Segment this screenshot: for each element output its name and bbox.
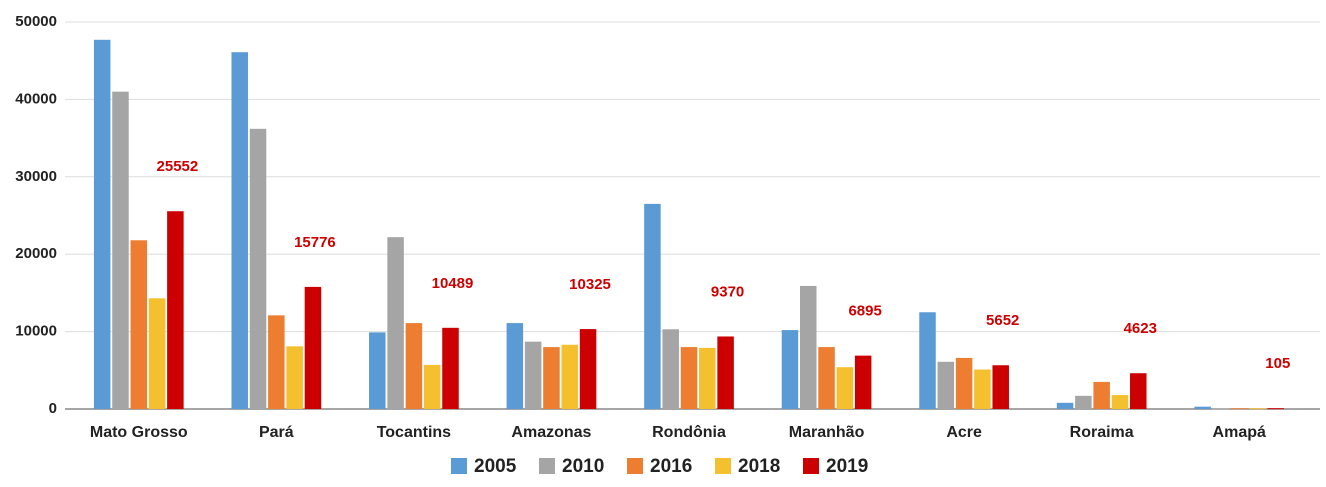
bar (304, 286, 322, 409)
y-tick-label: 40000 (15, 90, 57, 107)
y-tick-label: 50000 (15, 13, 57, 30)
y-tick-label: 30000 (15, 168, 57, 185)
bar (268, 315, 285, 409)
legend-swatch (715, 458, 731, 474)
legend-swatch (451, 458, 467, 474)
x-tick-label: Maranhão (789, 424, 865, 441)
legend-label: 2019 (826, 456, 868, 477)
bar (442, 327, 459, 409)
bar (1093, 381, 1110, 409)
bar (405, 323, 423, 409)
y-tick-label: 10000 (15, 323, 57, 340)
x-tick-label: Amazonas (511, 424, 591, 441)
bar (148, 298, 166, 409)
bar (286, 346, 303, 409)
bar (369, 332, 386, 409)
bar (854, 355, 872, 409)
bar (717, 336, 734, 409)
bar (561, 344, 578, 409)
legend-swatch (539, 458, 555, 474)
bar (992, 365, 1009, 409)
bar (974, 369, 991, 409)
legend-label: 2018 (738, 456, 780, 477)
legend-label: 2010 (562, 456, 604, 477)
bar (543, 347, 560, 409)
bar (662, 329, 679, 409)
bar (93, 39, 111, 409)
bar (800, 285, 817, 409)
legend-label: 2005 (474, 456, 517, 477)
bar (231, 52, 248, 409)
bar (1249, 408, 1266, 410)
bar (112, 91, 129, 409)
bar (955, 357, 973, 409)
legend-swatch (803, 458, 819, 474)
bar (506, 323, 524, 409)
data-label: 4623 (1124, 320, 1157, 337)
data-label: 15776 (294, 234, 336, 251)
bar (836, 367, 854, 409)
x-tick-label: Rondônia (652, 424, 726, 441)
bar (524, 341, 542, 409)
data-label: 25552 (157, 158, 199, 175)
bar (1130, 373, 1147, 409)
legend-label: 2016 (650, 456, 692, 477)
bar (644, 203, 661, 409)
bar (1194, 406, 1211, 409)
bar (818, 347, 835, 409)
data-label: 6895 (848, 303, 881, 320)
bar (249, 128, 267, 409)
bar (919, 312, 936, 409)
bar (937, 361, 955, 409)
bar (1075, 395, 1092, 409)
legend-swatch (627, 458, 643, 474)
bar (1111, 395, 1129, 409)
bar (1230, 408, 1248, 410)
bar (387, 237, 404, 409)
bar (1056, 402, 1074, 409)
bar (680, 347, 698, 409)
x-tick-label: Mato Grosso (90, 424, 188, 441)
bar (699, 347, 716, 409)
y-tick-label: 20000 (15, 245, 57, 262)
bar (423, 364, 441, 409)
data-label: 5652 (986, 312, 1019, 329)
bar (579, 329, 597, 409)
bar (781, 330, 799, 409)
x-tick-label: Roraima (1070, 424, 1134, 441)
data-label: 10325 (569, 276, 611, 293)
x-tick-label: Amapá (1213, 424, 1266, 441)
x-tick-label: Acre (946, 424, 982, 441)
data-label: 9370 (711, 283, 744, 300)
x-tick-label: Tocantins (377, 424, 451, 441)
x-tick-label: Pará (259, 424, 294, 441)
bar (1212, 408, 1230, 410)
bar (1267, 408, 1285, 410)
data-label: 105 (1265, 355, 1290, 372)
bar (130, 240, 148, 409)
data-label: 10489 (432, 275, 474, 292)
y-tick-label: 0 (49, 400, 57, 417)
bar (167, 211, 184, 409)
